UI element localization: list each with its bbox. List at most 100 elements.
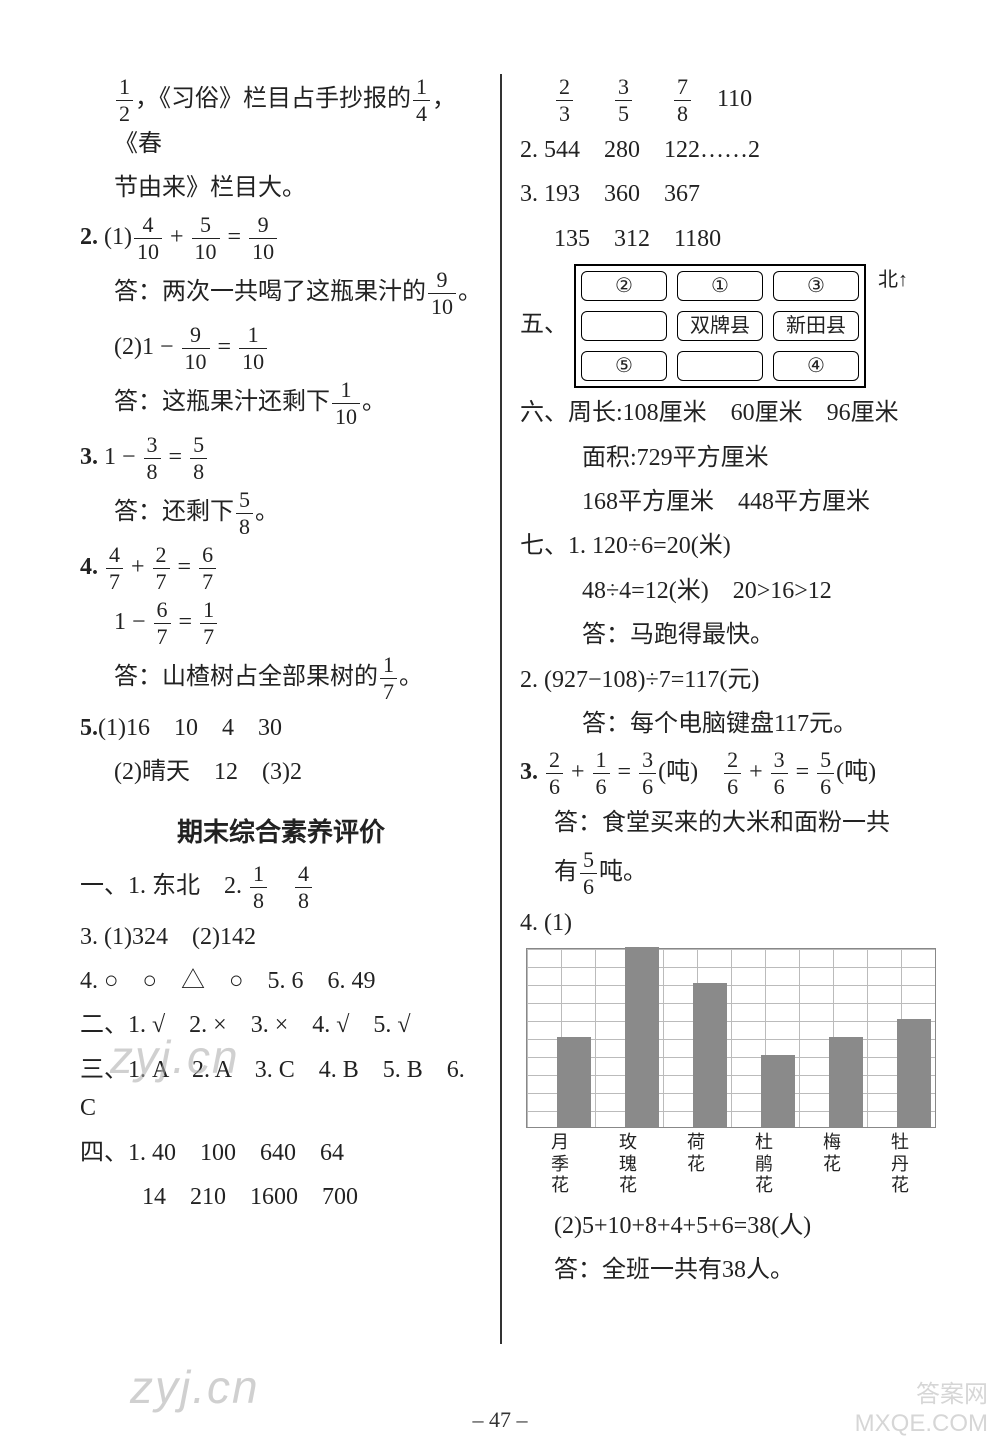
fraction: 58 xyxy=(190,434,207,483)
fraction: 910 xyxy=(182,324,210,373)
text-line: 节由来》栏目大。 xyxy=(80,169,482,207)
fraction: 910 xyxy=(249,214,277,263)
fraction: 67 xyxy=(199,544,216,593)
sec7-4-label: 4. (1) xyxy=(520,904,932,942)
text: 吨。 xyxy=(599,859,647,885)
sec7-3c: 有56吨。 xyxy=(520,849,932,898)
fraction: 58 xyxy=(236,489,253,538)
fraction: 410 xyxy=(134,214,162,263)
fraction: 78 xyxy=(674,76,691,125)
q4-2: 1 − 67 = 17 xyxy=(80,599,482,648)
text: (吨) xyxy=(836,759,876,785)
sec7-3: 3. 26 + 16 = 36(吨) 26 + 36 = 56(吨) xyxy=(520,749,932,798)
chart-bar xyxy=(897,1019,931,1127)
chart-label: 月季花 xyxy=(526,1128,594,1197)
north-icon: 北↑ xyxy=(878,264,908,296)
text: 答案网 xyxy=(855,1381,988,1410)
text: ，《习俗》栏目占手抄报的 xyxy=(135,86,411,112)
left-column: 12，《习俗》栏目占手抄报的14，《春 节由来》栏目大。 2. (1)410 +… xyxy=(80,70,500,1344)
sec7-4c: 答：全班一共有38人。 xyxy=(520,1251,932,1289)
grid-cell: ③ xyxy=(773,271,859,301)
grid-5: ②①③双牌县新田县⑤④ xyxy=(574,264,866,388)
chart-label: 玫瑰花 xyxy=(594,1128,662,1197)
sec7-2b: 答：每个电脑键盘117元。 xyxy=(520,705,932,743)
fraction: 910 xyxy=(428,269,456,318)
row1: 23 35 78 110 xyxy=(520,76,932,125)
text: 答：山楂树占全部果树的 xyxy=(114,664,378,690)
fraction: 510 xyxy=(192,214,220,263)
text: 1 − xyxy=(104,444,142,470)
chart-bar xyxy=(625,947,659,1127)
sec7-2a: 2. (927−108)÷7=117(元) xyxy=(520,661,932,699)
page: 12，《习俗》栏目占手抄报的14，《春 节由来》栏目大。 2. (1)410 +… xyxy=(0,0,1000,1451)
fraction: 110 xyxy=(332,379,360,428)
section-title: 期末综合素养评价 xyxy=(80,812,482,849)
label: 4. xyxy=(80,554,98,580)
label: 2. xyxy=(80,224,98,250)
watermark: zyj.cn xyxy=(130,1360,260,1414)
r-q3b: 135 312 1180 xyxy=(520,220,932,258)
chart-label: 杜鹃花 xyxy=(730,1128,798,1197)
text-line: 12，《习俗》栏目占手抄报的14，《春 xyxy=(80,76,482,163)
answer-line: 答：山楂树占全部果树的17。 xyxy=(80,654,482,703)
fraction: 26 xyxy=(546,749,563,798)
sec7-3b: 答：食堂买来的大米和面粉一共 xyxy=(520,804,932,842)
page-number: – 47 – xyxy=(473,1407,528,1433)
r-q3a: 3. 193 360 367 xyxy=(520,175,932,213)
q3: 3. 1 − 38 = 58 xyxy=(80,434,482,483)
s3: 三、1. A 2. A 3. C 4. B 5. B 6. C xyxy=(80,1051,482,1128)
fraction: 56 xyxy=(817,749,834,798)
fraction: 12 xyxy=(116,76,133,125)
sec7-4b: (2)5+10+8+4+5+6=38(人) xyxy=(520,1207,932,1245)
text: 一、1. 东北 2. xyxy=(80,873,242,899)
text: (吨) xyxy=(658,759,722,785)
grid-cell: 新田县 xyxy=(773,311,859,341)
text: (1)16 10 4 30 xyxy=(98,715,282,741)
grid-cell: ② xyxy=(581,271,667,301)
sec7-1b: 48÷4=12(米) 20>16>12 xyxy=(520,572,932,610)
grid-cell: ④ xyxy=(773,351,859,381)
s1: 一、1. 东北 2. 18 48 xyxy=(80,863,482,912)
chart-bar xyxy=(829,1037,863,1127)
text: MXQE.COM xyxy=(855,1410,988,1439)
fraction: 47 xyxy=(106,544,123,593)
columns: 12，《习俗》栏目占手抄报的14，《春 节由来》栏目大。 2. (1)410 +… xyxy=(80,70,960,1344)
fraction: 35 xyxy=(615,76,632,125)
fraction: 56 xyxy=(580,849,597,898)
fraction: 38 xyxy=(144,434,161,483)
q4: 4. 47 + 27 = 67 xyxy=(80,544,482,593)
r-q2: 2. 544 280 122……2 xyxy=(520,131,932,169)
chart-bar xyxy=(761,1055,795,1127)
text: 110 xyxy=(693,86,752,112)
fraction: 110 xyxy=(239,324,267,373)
chart-bar xyxy=(557,1037,591,1127)
s2: 二、1. √ 2. × 3. × 4. √ 5. √ xyxy=(80,1006,482,1044)
bar-chart xyxy=(526,948,936,1128)
chart-bar xyxy=(693,983,727,1127)
sec5: 五、 ②①③双牌县新田县⑤④ 北↑ xyxy=(520,264,932,388)
q2-2: (2)1 − 910 = 110 xyxy=(80,324,482,373)
fraction: 23 xyxy=(556,76,573,125)
s4-1: 四、1. 40 100 640 64 xyxy=(80,1134,482,1172)
fraction: 26 xyxy=(724,749,741,798)
text: = xyxy=(212,334,238,360)
label: 3. xyxy=(80,444,98,470)
answer-line: 答：还剩下58。 xyxy=(80,489,482,538)
fraction: 17 xyxy=(380,654,397,703)
text: (1) xyxy=(104,224,132,250)
sec6c: 168平方厘米 448平方厘米 xyxy=(520,483,932,521)
grid-cell xyxy=(677,351,763,381)
label: 5. xyxy=(80,715,98,741)
fraction: 14 xyxy=(413,76,430,125)
fraction: 36 xyxy=(639,749,656,798)
fraction: 16 xyxy=(593,749,610,798)
sec6a: 六、周长:108厘米 60厘米 96厘米 xyxy=(520,394,932,432)
text: 1 − xyxy=(114,609,152,635)
s1-3: 3. (1)324 (2)142 xyxy=(80,918,482,956)
grid-cell: 双牌县 xyxy=(677,311,763,341)
grid-cell xyxy=(581,311,667,341)
text: 有 xyxy=(554,859,578,885)
chart-label: 梅花 xyxy=(798,1128,866,1197)
brand-watermark: 答案网 MXQE.COM xyxy=(855,1381,988,1439)
grid-cell: ⑤ xyxy=(581,351,667,381)
